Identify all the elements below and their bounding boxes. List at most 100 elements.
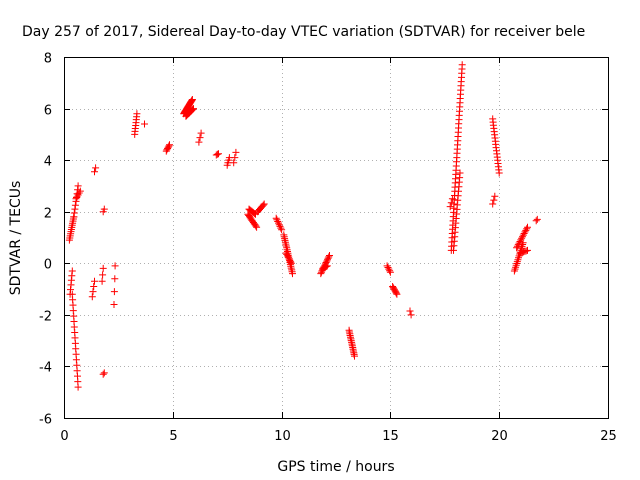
data-point [215, 150, 222, 158]
data-point [510, 267, 518, 275]
data-point [278, 226, 286, 234]
data-point [277, 224, 285, 232]
data-point [289, 270, 296, 278]
data-point [520, 230, 528, 237]
data-point [190, 105, 197, 113]
data-point [491, 192, 499, 200]
y-tick-label: -2 [39, 310, 52, 325]
data-point [99, 370, 107, 378]
data-point [76, 187, 84, 195]
x-axis-label: GPS time / hours [277, 459, 394, 475]
data-point [516, 238, 524, 245]
data-point [282, 249, 290, 257]
data-point [458, 61, 466, 69]
x-tick-labels: 0 5 10 15 20 25 [60, 429, 616, 444]
data-point [260, 200, 268, 208]
data-point [384, 264, 392, 271]
data-point [533, 215, 541, 223]
y-tick-label: 8 [44, 52, 52, 67]
data-point [92, 164, 100, 172]
data-point [326, 252, 333, 259]
data-point [448, 195, 456, 203]
data-point [386, 267, 394, 275]
data-point [188, 96, 196, 103]
data-point [407, 311, 415, 319]
data-point [275, 219, 282, 227]
data-point [523, 225, 531, 233]
data-point [89, 288, 97, 296]
plot-frame [64, 57, 609, 419]
data-point [285, 255, 293, 263]
data-point [188, 106, 196, 114]
data-point [74, 383, 82, 391]
data-point [70, 209, 78, 217]
data-point [273, 216, 281, 224]
data-point [99, 271, 107, 279]
data-point [252, 222, 260, 230]
data-point [166, 141, 173, 149]
y-tick-label: -6 [39, 413, 52, 428]
data-point [274, 218, 282, 225]
data-point [513, 258, 521, 266]
data-point [287, 258, 295, 266]
data-point [515, 239, 523, 247]
data-point [495, 169, 503, 177]
x-tick-label: 25 [600, 429, 617, 444]
data-point [232, 148, 240, 156]
data-point [524, 246, 531, 254]
data-point [447, 199, 455, 207]
data-point [517, 236, 525, 244]
data-point [133, 110, 141, 118]
data-point [141, 120, 148, 128]
axis-ticks [64, 57, 609, 419]
data-point [195, 138, 203, 146]
data-point [91, 277, 98, 285]
x-tick-label: 10 [274, 429, 291, 444]
data-point [165, 142, 173, 150]
data-point [511, 265, 519, 273]
x-tick-label: 5 [169, 429, 177, 444]
data-point [385, 265, 393, 273]
data-point [100, 205, 108, 213]
data-point [275, 221, 283, 229]
data-point [386, 268, 394, 276]
data-point [197, 129, 205, 137]
data-point [521, 228, 529, 236]
data-point [383, 262, 391, 270]
data-point [110, 288, 118, 296]
y-axis-label: SDTVAR / TECUs [8, 181, 24, 296]
data-point [231, 154, 239, 162]
data-point [456, 169, 464, 177]
data-point [519, 231, 527, 239]
data-point [325, 253, 333, 261]
data-point [230, 159, 238, 167]
data-point [513, 242, 521, 250]
y-tick-label: 2 [44, 207, 52, 222]
grid-lines [64, 57, 608, 418]
data-point [284, 253, 292, 261]
y-tick-label: 0 [44, 258, 52, 273]
data-point [323, 262, 331, 270]
data-point [276, 222, 284, 230]
data-point [111, 275, 119, 283]
data-point [91, 168, 98, 176]
data-point [512, 261, 520, 269]
data-point [514, 256, 522, 264]
data-point [392, 289, 400, 297]
data-point [71, 201, 79, 209]
data-point [524, 223, 531, 231]
data-point [351, 352, 358, 360]
data-point [522, 226, 530, 234]
data-point [518, 234, 526, 242]
y-tick-label: 6 [44, 104, 52, 119]
data-point [100, 369, 108, 377]
data-point [99, 264, 107, 272]
data-point [283, 250, 291, 258]
data-point [512, 263, 520, 271]
data-point [213, 150, 221, 158]
x-tick-label: 15 [382, 429, 399, 444]
data-point [189, 105, 197, 113]
data-point [519, 233, 526, 241]
data-point [513, 244, 521, 252]
